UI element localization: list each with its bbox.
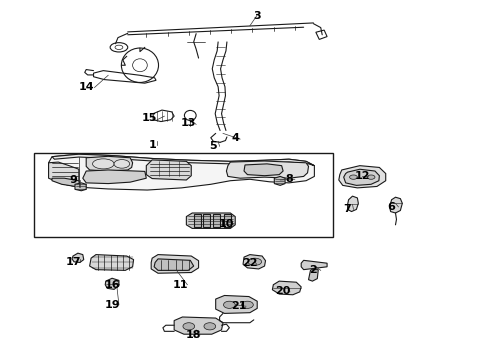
Text: 7: 7 <box>343 204 351 215</box>
Polygon shape <box>301 260 327 270</box>
Polygon shape <box>339 166 386 188</box>
Text: 18: 18 <box>186 330 201 340</box>
Polygon shape <box>49 154 315 190</box>
Text: 6: 6 <box>388 202 395 212</box>
Ellipse shape <box>349 175 357 179</box>
Polygon shape <box>274 176 285 185</box>
Polygon shape <box>72 253 84 262</box>
Polygon shape <box>174 317 223 334</box>
Ellipse shape <box>367 175 375 179</box>
Polygon shape <box>75 183 86 191</box>
Polygon shape <box>90 255 134 270</box>
Ellipse shape <box>93 159 114 169</box>
Polygon shape <box>213 214 220 226</box>
Text: 9: 9 <box>69 175 77 185</box>
Text: 4: 4 <box>231 133 239 143</box>
Text: 5: 5 <box>209 140 217 150</box>
Polygon shape <box>52 178 80 187</box>
Ellipse shape <box>223 301 235 309</box>
Polygon shape <box>49 162 79 187</box>
Polygon shape <box>105 278 119 289</box>
Text: 3: 3 <box>253 11 261 21</box>
Text: 14: 14 <box>78 82 94 93</box>
Text: 8: 8 <box>285 174 293 184</box>
Polygon shape <box>243 255 266 269</box>
Ellipse shape <box>242 301 253 309</box>
Polygon shape <box>347 196 358 212</box>
Polygon shape <box>244 164 283 176</box>
Polygon shape <box>226 161 309 178</box>
Ellipse shape <box>183 323 195 330</box>
Polygon shape <box>203 214 210 226</box>
Polygon shape <box>186 213 235 228</box>
Polygon shape <box>272 281 301 295</box>
Polygon shape <box>309 270 318 281</box>
Text: 13: 13 <box>181 118 196 128</box>
Bar <box>34 153 333 237</box>
Polygon shape <box>151 255 198 273</box>
Text: 20: 20 <box>275 286 291 296</box>
Polygon shape <box>343 169 379 185</box>
Ellipse shape <box>248 258 262 265</box>
Text: 22: 22 <box>242 258 258 268</box>
Text: 1: 1 <box>148 140 156 150</box>
Polygon shape <box>147 160 191 180</box>
Polygon shape <box>216 296 257 314</box>
Text: 2: 2 <box>310 265 318 275</box>
Text: 10: 10 <box>219 219 234 229</box>
Ellipse shape <box>114 159 130 168</box>
Polygon shape <box>224 214 231 226</box>
Text: 21: 21 <box>231 301 247 311</box>
Polygon shape <box>154 259 194 270</box>
Text: 19: 19 <box>104 300 120 310</box>
Polygon shape <box>86 156 133 171</box>
Text: 16: 16 <box>104 280 120 290</box>
Polygon shape <box>194 214 200 226</box>
Text: 11: 11 <box>173 280 188 290</box>
Polygon shape <box>390 197 402 213</box>
Ellipse shape <box>204 323 216 330</box>
Polygon shape <box>83 170 147 184</box>
Text: 17: 17 <box>65 257 81 267</box>
Text: 15: 15 <box>142 113 157 123</box>
Polygon shape <box>52 154 315 166</box>
Text: 12: 12 <box>355 171 370 181</box>
